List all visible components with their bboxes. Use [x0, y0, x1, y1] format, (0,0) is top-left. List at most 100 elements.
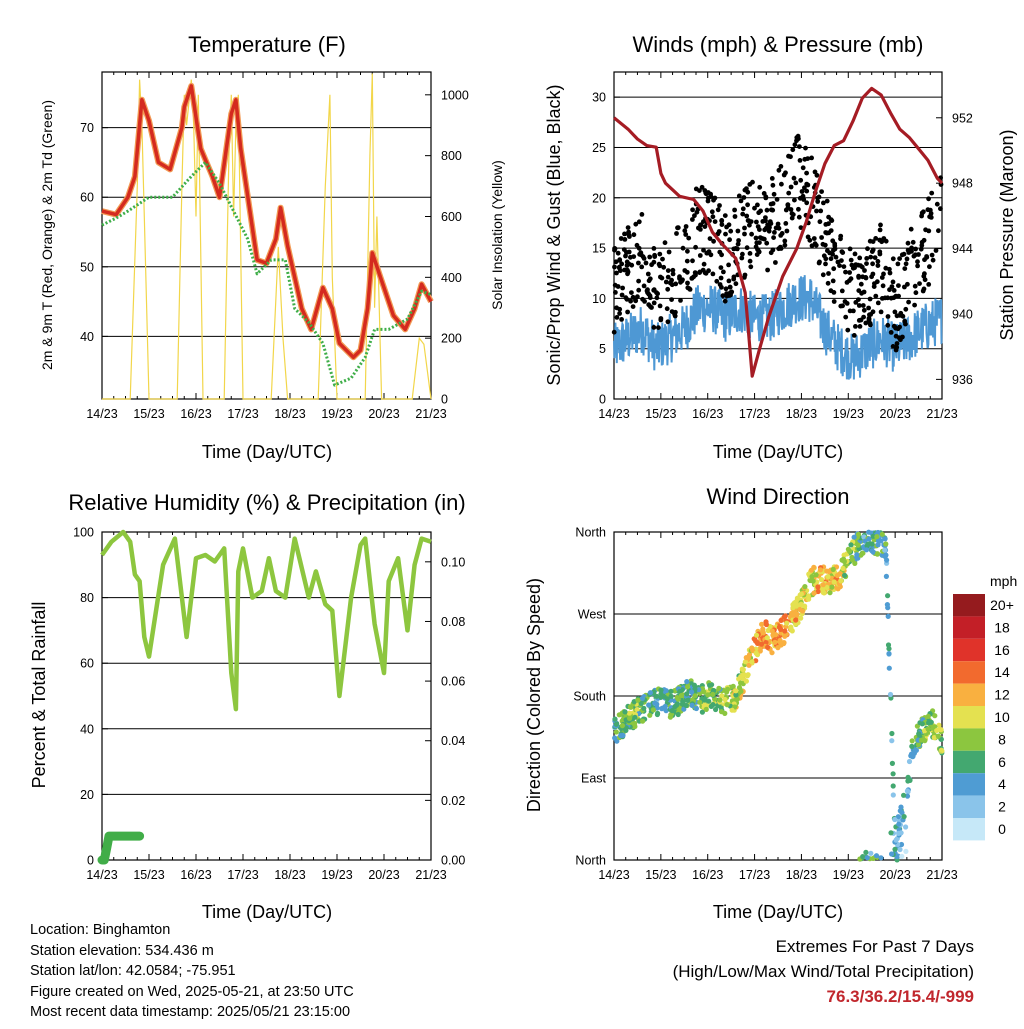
gust-point — [642, 299, 647, 304]
direction-point — [840, 565, 846, 572]
gust-point — [770, 182, 776, 188]
direction-point — [864, 855, 870, 861]
gust-point — [861, 307, 867, 313]
gust-point — [913, 290, 919, 296]
direction-point — [815, 584, 821, 590]
gust-point — [832, 243, 838, 249]
direction-point — [824, 568, 830, 574]
gust-point — [615, 250, 621, 256]
gust-point — [919, 239, 925, 245]
direction-point — [790, 605, 796, 611]
gust-point — [934, 201, 940, 207]
gust-point — [666, 249, 672, 255]
gust-point — [703, 191, 709, 197]
gust-point — [828, 228, 834, 234]
gust-point — [883, 265, 889, 271]
y-tick-label: North — [575, 526, 606, 540]
x-tick-label: 14/23 — [598, 868, 629, 882]
direction-point — [765, 627, 771, 634]
gust-point — [862, 268, 867, 273]
gust-point — [895, 261, 901, 267]
gust-point — [648, 304, 653, 309]
y-tick-label: North — [575, 854, 606, 868]
gust-point — [619, 292, 625, 298]
gust-point — [739, 255, 745, 261]
direction-point — [674, 695, 680, 701]
y2-tick-label: 944 — [952, 242, 973, 256]
gust-point — [717, 203, 722, 208]
direction-point — [896, 821, 902, 827]
direction-point — [689, 697, 695, 703]
x-tick-label: 16/23 — [180, 868, 211, 882]
gust-point — [873, 293, 879, 299]
gust-point — [916, 252, 921, 257]
direction-point — [831, 579, 837, 585]
direction-point — [931, 735, 937, 741]
y-tick-label: 15 — [592, 242, 606, 256]
gust-point — [625, 225, 631, 231]
gust-point — [662, 240, 668, 246]
gust-point — [628, 254, 633, 260]
gust-point — [735, 228, 741, 234]
direction-point — [813, 572, 819, 578]
gust-point — [633, 221, 639, 227]
direction-point — [794, 603, 800, 609]
gust-point — [690, 258, 695, 264]
gust-point — [617, 306, 623, 312]
gust-point — [740, 251, 745, 257]
speed-legend: mph 20+ 18 16 14 12 10 8 6 4 2 0 — [953, 573, 1017, 841]
gust-point — [847, 270, 852, 275]
gust-point — [727, 284, 733, 290]
direction-point — [882, 553, 888, 560]
gust-point — [915, 259, 920, 265]
direction-point — [684, 679, 690, 685]
direction-point — [879, 531, 885, 537]
direction-point — [916, 742, 922, 748]
direction-point — [672, 704, 678, 710]
direction-point — [730, 683, 736, 689]
direction-point — [889, 730, 895, 737]
gust-point — [712, 219, 718, 225]
gust-point — [815, 199, 821, 204]
gust-point — [903, 321, 908, 327]
direction-point — [798, 591, 805, 597]
y-tick-label: West — [578, 608, 607, 622]
x-tick-label: 17/23 — [227, 407, 258, 421]
gust-point — [891, 295, 897, 301]
x-tick-label: 21/23 — [926, 868, 957, 882]
direction-point — [623, 725, 629, 731]
y-tick-label: 0 — [87, 854, 94, 868]
gust-point — [723, 286, 729, 292]
gust-point — [690, 217, 695, 222]
gust-point — [719, 222, 725, 228]
gust-point — [708, 252, 714, 258]
y2-tick-label: 0.06 — [441, 675, 465, 689]
gust-point — [904, 256, 910, 262]
direction-point — [733, 688, 739, 694]
station-info: Location: Binghamton Station elevation: … — [30, 920, 354, 1023]
direction-point — [926, 720, 932, 726]
y-axis-label: Percent & Total Rainfall — [29, 602, 49, 789]
gust-point — [765, 267, 770, 273]
direction-point — [909, 743, 915, 750]
direction-point — [883, 541, 889, 547]
direction-point — [692, 693, 698, 699]
gust-point — [698, 227, 703, 232]
gust-point — [749, 231, 754, 237]
gust-point — [692, 213, 697, 219]
direction-point — [860, 854, 866, 860]
gust-point — [911, 253, 917, 259]
gust-point — [732, 214, 738, 219]
direction-point — [897, 846, 903, 853]
x-axis-label: Time (Day/UTC) — [202, 442, 332, 462]
gust-point — [731, 246, 737, 252]
direction-point — [703, 706, 709, 713]
gust-point — [820, 272, 826, 278]
direction-point — [654, 711, 661, 718]
gust-point — [755, 202, 760, 208]
direction-point — [885, 642, 892, 648]
figure-created: Figure created on Wed, 2025-05-21, at 23… — [30, 983, 354, 1000]
gust-point — [744, 213, 750, 219]
gust-point — [847, 246, 853, 252]
gust-point — [825, 280, 831, 286]
